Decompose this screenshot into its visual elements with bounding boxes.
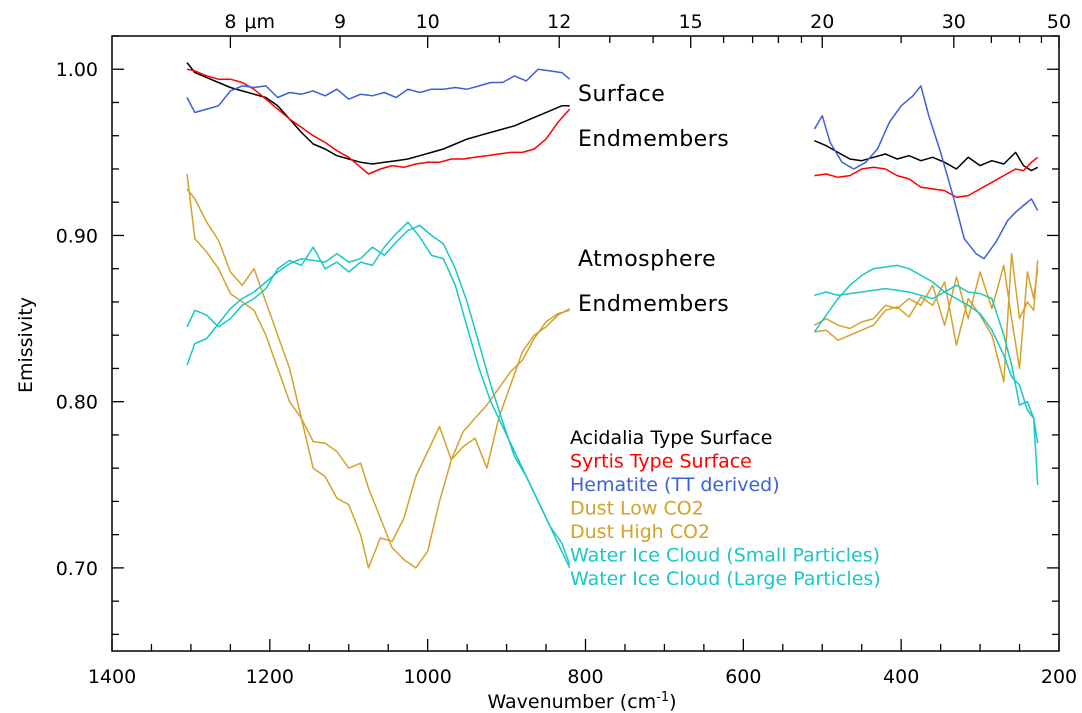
x-axis-title-close: ) [669,691,676,713]
legend-entry: Water Ice Cloud (Large Particles) [570,568,881,590]
series-line-2 [186,68,571,114]
top-tick-label: 8 [224,11,236,33]
x-tick-label: 1200 [246,666,294,688]
legend-entry: Syrtis Type Surface [570,451,752,473]
series-line-6 [814,284,1039,485]
top-tick-label: 30 [942,11,966,33]
x-axis-title-exponent: -1 [656,690,669,705]
x-tick-label: 200 [1041,666,1077,688]
y-tick-label: 0.90 [56,225,98,247]
series-line-4 [814,264,1039,370]
series-line-3 [186,173,571,569]
series-line-0 [814,140,1039,172]
y-tick-label: 0.70 [56,558,98,580]
series-lines [186,62,1039,569]
y-axis-title: Emissivity [15,297,37,393]
x-tick-label: 800 [567,666,603,688]
x-tick-label: 400 [883,666,919,688]
annotation-surface-endmembers: Endmembers [578,127,729,152]
top-tick-label: 50 [1047,11,1071,33]
top-tick-label: 10 [416,11,440,33]
legend-entry: Hematite (TT derived) [570,474,780,496]
x-tick-label: 1400 [88,666,136,688]
x-tick-label: 1000 [403,666,451,688]
series-line-4 [186,188,570,569]
series-line-1 [186,68,571,175]
series-line-0 [186,62,570,165]
y-tick-label: 1.00 [56,59,98,81]
annotation-atmosphere-endmembers: Endmembers [578,292,729,317]
top-tick-label: 20 [810,11,834,33]
top-tick-label: 12 [547,11,571,33]
series-line-3 [814,252,1039,383]
y-tick-label: 0.80 [56,392,98,414]
x-axis-title: Wavenumber (cm-1) [487,690,676,713]
legend-entry: Acidalia Type Surface [570,427,772,449]
legend-entry: Dust High CO2 [570,521,710,543]
series-line-2 [813,85,1039,260]
annotation-surface: Surface [578,82,665,107]
x-tick-label: 600 [725,666,761,688]
annotation-atmosphere: Atmosphere [578,247,716,272]
top-tick-label: 9 [334,11,346,33]
axis-ticks: 1400 1200 1000 800 600 400 200 0.70 0.80 0.90 1.00… [56,11,1077,688]
legend-entry: Dust Low CO2 [570,498,704,520]
series-line-6 [186,221,571,569]
series-line-1 [814,156,1039,198]
top-tick-label: 15 [679,11,703,33]
x-axis-title-text: Wavenumber (cm [487,691,656,713]
legend-entry: Water Ice Cloud (Small Particles) [570,545,880,567]
series-line-5 [813,264,1039,444]
top-axis-unit: μm [244,11,275,33]
